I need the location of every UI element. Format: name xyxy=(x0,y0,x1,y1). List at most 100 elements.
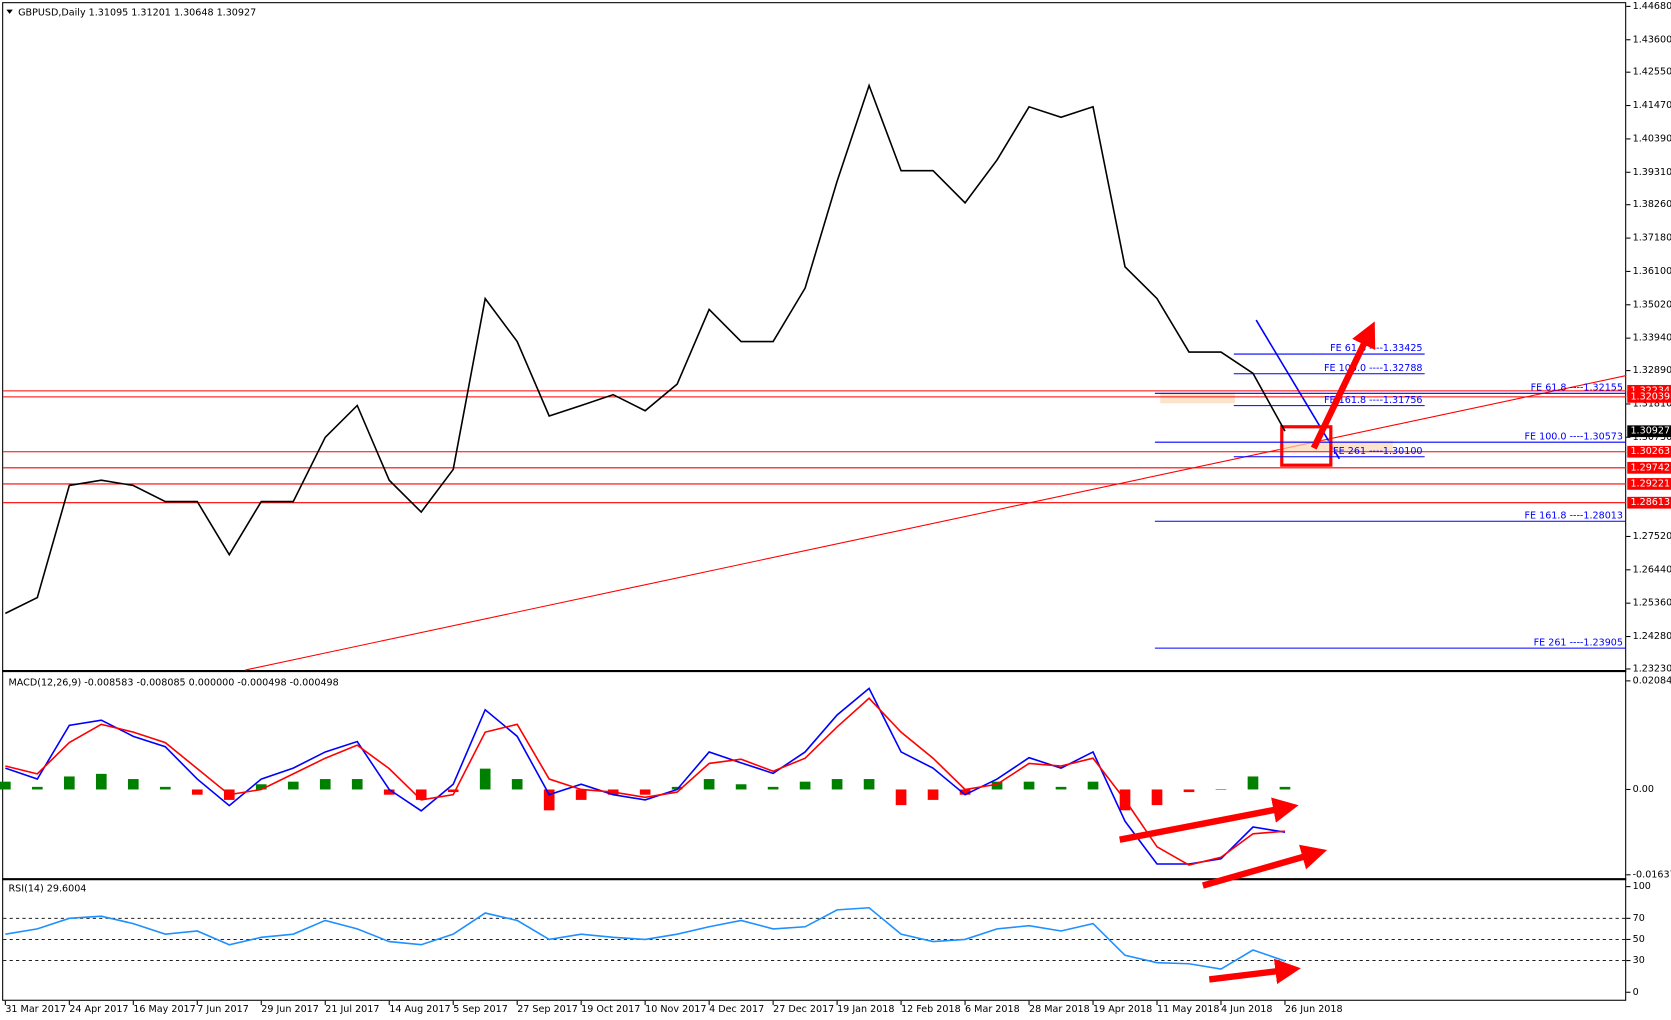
price-label-box xyxy=(1627,384,1671,397)
price-label: 1.29221 xyxy=(1630,478,1670,489)
histogram-bar xyxy=(991,781,1003,790)
histogram-bar xyxy=(1023,781,1035,790)
histogram-bar xyxy=(0,781,11,790)
price-label-box xyxy=(1627,478,1671,490)
y-tick-label: 1.23230 xyxy=(1633,663,1671,674)
histogram-bar xyxy=(799,781,811,790)
y-tick-label: 1.38260 xyxy=(1633,199,1671,210)
histogram-bar xyxy=(735,784,747,790)
arrow xyxy=(1310,321,1376,450)
y-tick-label: 1.43600 xyxy=(1633,34,1671,45)
histogram-bar xyxy=(1183,789,1195,793)
x-tick-label: 28 Mar 2018 xyxy=(1029,1004,1090,1015)
y-tick-label: 1.30730 xyxy=(1633,432,1671,443)
x-tick-label: 27 Sep 2017 xyxy=(517,1004,578,1015)
histogram-bar xyxy=(31,786,43,790)
histogram-bar xyxy=(351,779,363,790)
fib-label: FE 61.8 ----1.32155 xyxy=(1531,382,1623,393)
x-tick-label: 21 Jul 2017 xyxy=(325,1004,379,1015)
price-label: 1.32234 xyxy=(1630,385,1670,396)
x-tick-label: 5 Sep 2017 xyxy=(453,1004,508,1015)
fib-label: FE 161.8 ----1.31756 xyxy=(1324,395,1422,406)
histogram-bar xyxy=(1055,786,1067,790)
histogram-bar xyxy=(383,789,395,795)
histogram-bar xyxy=(863,779,875,790)
y-tick-label: -0.016373 xyxy=(1633,869,1671,880)
x-tick-label: 11 May 2018 xyxy=(1157,1004,1219,1015)
x-tick-label: 19 Apr 2018 xyxy=(1093,1004,1152,1015)
histogram-bar xyxy=(543,789,555,811)
histogram-bar xyxy=(831,779,843,790)
x-tick-label: 14 Aug 2017 xyxy=(389,1004,450,1015)
macd-title: MACD(12,26,9) -0.008583 -0.008085 0.0000… xyxy=(9,677,339,688)
price-label-box xyxy=(1627,461,1671,474)
histogram-bar xyxy=(415,789,427,800)
histogram-bar xyxy=(319,779,331,790)
histogram-bar xyxy=(895,789,907,806)
x-tick-label: 26 Jun 2018 xyxy=(1285,1004,1343,1015)
y-tick-label: 0 xyxy=(1633,987,1639,998)
x-tick-label: 4 Dec 2017 xyxy=(709,1004,764,1015)
y-tick-label: 1.24280 xyxy=(1633,631,1671,642)
histogram-bar xyxy=(191,789,203,795)
fib-label: FE 100.0 ----1.30573 xyxy=(1525,431,1623,442)
highlight-box xyxy=(1280,425,1333,467)
y-tick-label: 1.41470 xyxy=(1633,100,1671,111)
annotation-arrows xyxy=(1119,321,1376,985)
y-tick-label: 1.33940 xyxy=(1633,333,1671,344)
y-tick-label: 1.42550 xyxy=(1633,67,1671,78)
y-tick-label: 50 xyxy=(1633,934,1645,945)
histogram-bar xyxy=(63,776,75,790)
y-tick-label: 1.32890 xyxy=(1633,365,1671,376)
histogram-bar xyxy=(1279,786,1291,790)
x-tick-label: 19 Oct 2017 xyxy=(581,1004,640,1015)
fib-label: FE 61.8 ----1.33425 xyxy=(1330,343,1422,354)
y-tick-label: 100 xyxy=(1633,881,1651,892)
x-tick-label: 12 Feb 2018 xyxy=(901,1004,961,1015)
histogram-bar xyxy=(447,789,459,793)
y-tick-label: 1.37180 xyxy=(1633,233,1671,244)
fib-label: FE 161.8 ----1.28013 xyxy=(1525,510,1623,521)
histogram-bar xyxy=(767,786,779,790)
price-label: 1.30263 xyxy=(1630,446,1670,457)
histogram-bar xyxy=(1215,789,1227,791)
rsi-title: RSI(14) 29.6004 xyxy=(9,883,87,894)
x-tick-label: 31 Mar 2017 xyxy=(5,1004,66,1015)
y-tick-label: 0.00 xyxy=(1633,784,1654,795)
y-tick-label: 1.44680 xyxy=(1633,1,1671,12)
histogram-bar xyxy=(1087,781,1099,790)
arrow xyxy=(1208,958,1301,985)
menu-triangle xyxy=(6,9,13,14)
x-tick-label: 10 Nov 2017 xyxy=(645,1004,706,1015)
histogram-bar xyxy=(703,779,715,790)
x-tick-label: 16 May 2017 xyxy=(133,1004,195,1015)
y-tick-label: 1.39310 xyxy=(1633,167,1671,178)
y-tick-label: 1.25360 xyxy=(1633,598,1671,609)
x-tick-label: 6 Mar 2018 xyxy=(965,1004,1020,1015)
histogram-bar xyxy=(639,789,651,795)
histogram-bar xyxy=(671,786,683,790)
price-label-box xyxy=(1627,496,1671,509)
x-tick-label: 4 Jun 2018 xyxy=(1221,1004,1273,1015)
fib-label: FE 100.0 ----1.32788 xyxy=(1324,363,1422,374)
fib-label: FE 261 ----1.23905 xyxy=(1534,637,1623,648)
histogram-bar xyxy=(255,784,267,790)
histogram-bar xyxy=(479,768,491,790)
price-label-box xyxy=(1627,425,1671,438)
fib-label: FE 261 ----1.30100 xyxy=(1333,446,1422,457)
x-tick-label: 19 Jan 2018 xyxy=(837,1004,894,1015)
price-label-box xyxy=(1627,445,1671,458)
y-tick-label: 1.35020 xyxy=(1633,299,1671,310)
histogram-bar xyxy=(95,773,107,790)
y-tick-label: 1.27520 xyxy=(1633,531,1671,542)
y-tick-label: 1.31810 xyxy=(1633,398,1671,409)
zone xyxy=(1160,392,1235,404)
chart-title: GBPUSD,Daily 1.31095 1.31201 1.30648 1.3… xyxy=(18,7,256,18)
y-tick-label: 30 xyxy=(1633,955,1645,966)
price-label: 1.29742 xyxy=(1630,462,1670,473)
histogram-bar xyxy=(127,779,139,790)
line-series xyxy=(4,83,1286,615)
histogram-bar xyxy=(575,789,587,800)
